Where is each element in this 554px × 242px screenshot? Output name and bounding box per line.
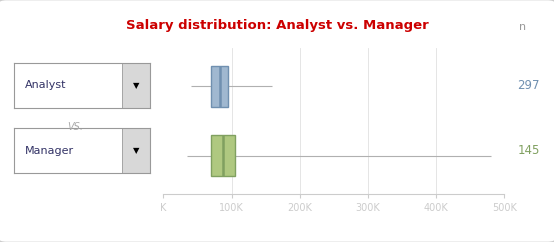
- Bar: [122, 128, 150, 173]
- Text: 297: 297: [517, 79, 540, 92]
- Bar: [122, 63, 150, 108]
- Text: ▼: ▼: [133, 81, 139, 90]
- Text: Manager: Manager: [25, 146, 74, 156]
- Text: Analyst: Analyst: [25, 80, 66, 90]
- Bar: [211, 135, 235, 176]
- Text: 145: 145: [517, 144, 540, 157]
- Bar: [211, 66, 228, 107]
- Text: n: n: [520, 22, 526, 32]
- Text: ▼: ▼: [133, 146, 139, 155]
- Text: VS.: VS.: [67, 122, 83, 132]
- Text: Salary distribution: Analyst vs. Manager: Salary distribution: Analyst vs. Manager: [126, 19, 428, 32]
